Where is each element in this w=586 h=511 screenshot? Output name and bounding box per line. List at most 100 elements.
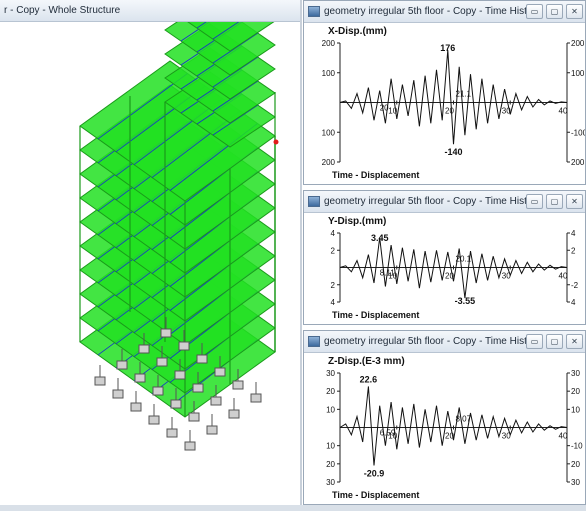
x-axis-label: Time - Displacement [332, 170, 419, 180]
x-tick-label: 20 [445, 272, 454, 281]
support-icon [188, 412, 200, 422]
support-icon [206, 425, 218, 435]
y-tick-label-left: 200 [322, 39, 336, 48]
y-tick-label-right: 20 [571, 460, 580, 469]
y-tick-label-left: 100 [322, 69, 336, 78]
floor-slab [187, 22, 275, 52]
max-value-label: 3.45 [371, 233, 389, 243]
structure-view-titlebar[interactable]: r - Copy - Whole Structure [0, 0, 300, 22]
y-tick-label-left: 4 [331, 229, 336, 238]
support-icon [152, 386, 164, 396]
app-icon [308, 336, 320, 347]
support-icon [170, 399, 182, 409]
y-tick-label-left: 2 [331, 246, 336, 255]
series-line [339, 237, 568, 299]
x-tick-label: 40 [559, 107, 568, 116]
x-tick-label: 40 [559, 272, 568, 281]
support-icon [148, 415, 160, 425]
y-tick-label-left: 10 [326, 405, 335, 414]
window-titlebar[interactable]: geometry irregular 5th floor - Copy - Ti… [304, 331, 585, 353]
y-tick-label-right: 30 [571, 369, 580, 378]
x-tick-label: 20 [445, 432, 454, 441]
x-tick-label: 30 [502, 107, 511, 116]
x-tick-label: 10 [388, 272, 397, 281]
y-tick-label-left: 30 [326, 369, 335, 378]
support-icon [130, 402, 142, 412]
y-tick-label-right: 100 [571, 69, 585, 78]
mid-value-label: 6.59 [380, 429, 396, 438]
maximize-button[interactable]: ▢ [546, 334, 563, 349]
support-icon [192, 383, 204, 393]
y-tick-label-right: 2 [571, 246, 576, 255]
support-icon [134, 373, 146, 383]
support-icon [232, 380, 244, 390]
structure-3d-model[interactable] [0, 22, 300, 507]
minimize-button[interactable]: ▭ [526, 4, 543, 19]
x-tick-label: 40 [559, 432, 568, 441]
support-icon [160, 328, 172, 338]
app-icon [308, 6, 320, 17]
mid-value-label: 20 [380, 104, 389, 113]
close-button[interactable]: ✕ [566, 334, 583, 349]
x-axis-label: Time - Displacement [332, 490, 419, 500]
y-tick-label-right: 200 [571, 158, 585, 167]
structure-view-pane[interactable]: r - Copy - Whole Structure [0, 0, 302, 511]
y-tick-label-right: 30 [571, 478, 580, 487]
min-value-label: -140 [444, 147, 462, 157]
mid-value-label: 8.11 [380, 269, 396, 278]
x-tick-label: 20 [445, 107, 454, 116]
series-line [339, 50, 568, 145]
y-tick-label-right: -10 [571, 442, 583, 451]
mid-value-label: 21.1 [456, 90, 472, 99]
x-tick-label: 10 [388, 432, 397, 441]
y-tick-label-left: 100 [322, 128, 336, 137]
support-icon [250, 393, 262, 403]
y-axis-label: X-Disp.(mm) [328, 26, 387, 37]
mid-value-label: 8.07 [456, 415, 472, 424]
y-axis-label: Z-Disp.(E-3 mm) [328, 356, 405, 367]
y-tick-label-right: 10 [571, 405, 580, 414]
time-history-window-y[interactable]: geometry irregular 5th floor - Copy - Ti… [303, 190, 586, 325]
minimize-button[interactable]: ▭ [526, 334, 543, 349]
window-title: geometry irregular 5th floor - Copy - Ti… [324, 336, 526, 347]
mid-value-label: 20.1 [456, 255, 472, 264]
structure-view-title: r - Copy - Whole Structure [4, 5, 121, 16]
status-strip [0, 505, 586, 511]
y-tick-label-left: 4 [331, 298, 336, 307]
brace-line [212, 80, 259, 112]
x-tick-label: 10 [388, 107, 397, 116]
close-button[interactable]: ✕ [566, 194, 583, 209]
structure-group [79, 22, 279, 451]
window-title: geometry irregular 5th floor - Copy - Ti… [324, 6, 526, 17]
support-icon [174, 370, 186, 380]
window-titlebar[interactable]: geometry irregular 5th floor - Copy - Ti… [304, 191, 585, 213]
y-tick-label-right: -2 [571, 281, 579, 290]
support-icon [112, 389, 124, 399]
time-history-window-z[interactable]: geometry irregular 5th floor - Copy - Ti… [303, 330, 586, 505]
y-tick-label-right: 20 [571, 387, 580, 396]
min-value-label: -20.9 [364, 468, 385, 478]
maximize-button[interactable]: ▢ [546, 194, 563, 209]
y-tick-label-left: 20 [326, 387, 335, 396]
y-tick-label-left: 30 [326, 478, 335, 487]
minimize-button[interactable]: ▭ [526, 194, 543, 209]
y-tick-label-right: 200 [571, 39, 585, 48]
window-titlebar[interactable]: geometry irregular 5th floor - Copy - Ti… [304, 1, 585, 23]
brace-line [212, 56, 259, 88]
series-line [339, 386, 568, 466]
support-icon [156, 357, 168, 367]
support-icon [116, 360, 128, 370]
y-axis-label: Y-Disp.(mm) [328, 216, 386, 227]
window-title: geometry irregular 5th floor - Copy - Ti… [324, 196, 526, 207]
y-displacement-chart: Y-Disp.(mm) 4 4 2 2 2 -2 4 4 10 20 30 40 3.45 -3.55 20.… [328, 216, 579, 320]
y-tick-label-right: 4 [571, 298, 576, 307]
x-axis-label: Time - Displacement [332, 310, 419, 320]
close-button[interactable]: ✕ [566, 4, 583, 19]
brace-line [212, 32, 259, 64]
y-tick-label-right: 4 [571, 229, 576, 238]
maximize-button[interactable]: ▢ [546, 4, 563, 19]
brace-line [97, 73, 188, 140]
support-icon [228, 409, 240, 419]
time-history-window-x[interactable]: geometry irregular 5th floor - Copy - Ti… [303, 0, 586, 185]
